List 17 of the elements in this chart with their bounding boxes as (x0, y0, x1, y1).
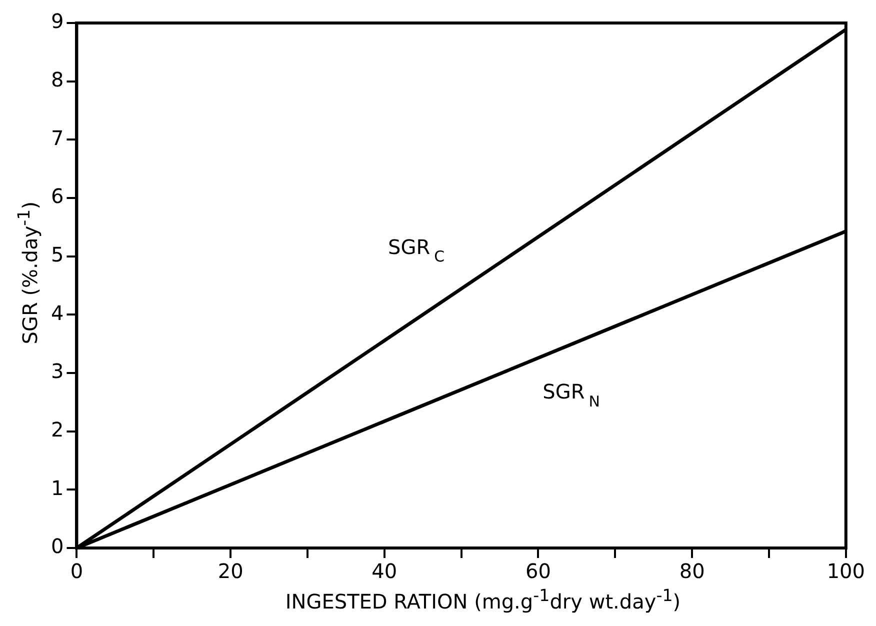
x-tick-label: 0 (70, 559, 84, 584)
x-tick-label: 100 (826, 559, 866, 584)
y-tick-label: 4 (50, 300, 64, 325)
x-tick-label: 60 (526, 559, 551, 584)
y-tick-label: 2 (50, 418, 64, 442)
y-tick-label: 0 (50, 534, 64, 558)
y-tick-label: 6 (50, 184, 64, 208)
y-tick-label: 9 (50, 9, 64, 34)
y-tick-label: 5 (50, 242, 64, 267)
x-tick-label: 40 (372, 559, 398, 584)
y-tick-label: 7 (50, 126, 64, 150)
y-tick-label: 3 (50, 359, 64, 384)
y-tick-label: 1 (50, 476, 64, 500)
y-tick-label: 8 (50, 68, 64, 92)
x-tick-label: 20 (218, 559, 244, 584)
x-axis-title: INGESTED RATION (mg.g$^{-1}$dry wt.day$^{-1}$) (284, 586, 682, 614)
x-tick-label: 80 (679, 559, 705, 584)
